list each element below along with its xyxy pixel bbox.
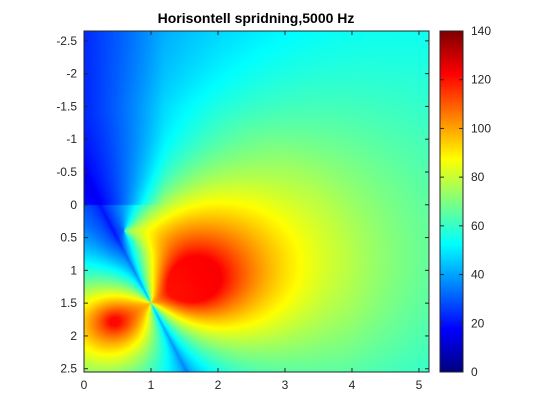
x-tick-label: 0 xyxy=(81,378,88,392)
colorbar-tick-label: 100 xyxy=(471,121,491,135)
x-tick-label: 1 xyxy=(148,378,155,392)
y-tick-label: 1 xyxy=(70,263,77,277)
colorbar-tick-label: 0 xyxy=(471,365,478,379)
y-tick-label: 0.5 xyxy=(60,231,77,245)
y-tick-label: -1 xyxy=(66,132,77,146)
x-tick-label: 3 xyxy=(282,378,289,392)
colorbar-tick-label: 40 xyxy=(471,268,485,282)
y-tick-label: -0.5 xyxy=(56,165,77,179)
x-tick-label: 4 xyxy=(349,378,356,392)
colorbar-tick-label: 120 xyxy=(471,73,491,87)
colorbar-tick-label: 20 xyxy=(471,316,485,330)
y-tick-label: -2 xyxy=(66,67,77,81)
y-tick-label: 1.5 xyxy=(60,296,77,310)
colorbar xyxy=(440,31,463,372)
y-tick-label: 2.5 xyxy=(60,362,77,376)
y-tick-label: 0 xyxy=(70,198,77,212)
colorbar-tick-label: 60 xyxy=(471,219,485,233)
colorbar-frame xyxy=(439,30,464,373)
y-tick-label: -2.5 xyxy=(56,34,77,48)
x-tick-label: 2 xyxy=(215,378,222,392)
y-axis: -2.5 -2 -1.5 -1 -0.5 0 0.5 1 1.5 2 2.5 xyxy=(56,34,429,376)
colorbar-tick-label: 140 xyxy=(471,24,491,38)
x-axis: 0 1 2 3 4 5 xyxy=(81,31,423,392)
colorbar-tick-label: 80 xyxy=(471,170,485,184)
colorbar-axis: 0 20 40 60 80 100 120 140 xyxy=(440,24,491,379)
chart-title: Horisontell spridning,5000 Hz xyxy=(158,10,355,26)
heatmap-image xyxy=(84,31,429,372)
x-tick-label: 5 xyxy=(416,378,423,392)
plot-frame xyxy=(83,30,430,373)
y-tick-label: -1.5 xyxy=(56,99,77,113)
y-tick-label: 2 xyxy=(70,329,77,343)
